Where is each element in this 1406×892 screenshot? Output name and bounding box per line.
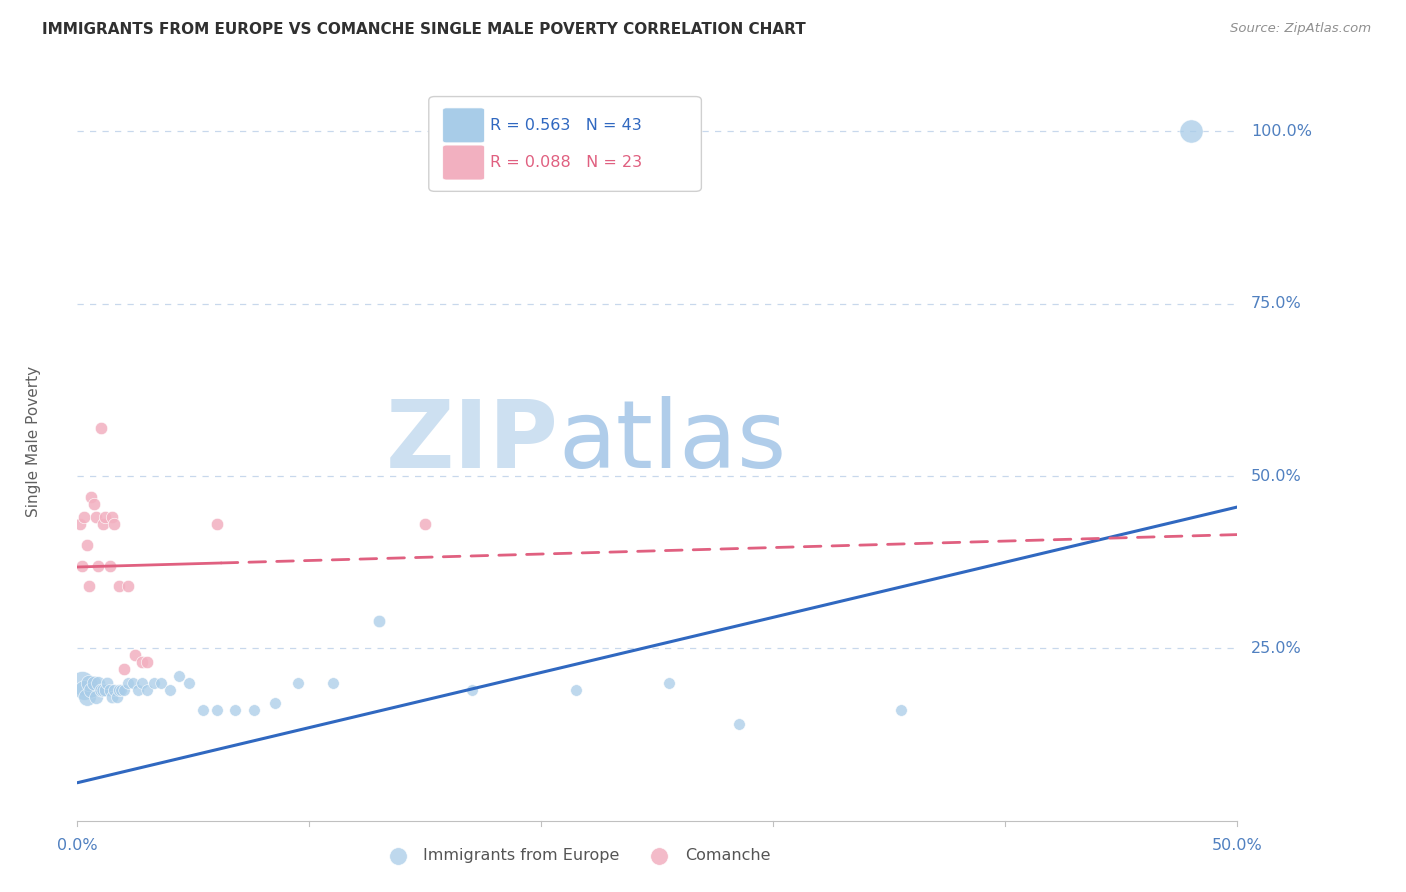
Point [90,421,111,435]
Point [142,675,165,690]
Point [122,675,145,690]
Point [135,682,157,697]
Point [91,682,114,697]
Text: Source: ZipAtlas.com: Source: ZipAtlas.com [1230,22,1371,36]
Point [112,682,135,697]
Point [112,662,135,676]
Point [117,579,139,593]
FancyBboxPatch shape [429,96,702,191]
Point [242,703,264,717]
Point [191,703,214,717]
Point [69,517,91,532]
Text: 0.0%: 0.0% [58,838,97,853]
Point [1180,124,1202,138]
Point [84,690,107,704]
Point [103,517,125,532]
Text: R = 0.088   N = 23: R = 0.088 N = 23 [491,155,643,170]
Point [76,538,98,552]
Point [368,614,391,628]
Point [131,675,153,690]
Text: 25.0%: 25.0% [1251,640,1302,656]
Point [263,697,285,711]
Text: 100.0%: 100.0% [1251,124,1312,139]
Point [101,510,124,524]
Text: atlas: atlas [558,395,787,488]
Point [565,682,588,697]
Point [105,690,128,704]
Point [98,682,121,697]
Point [224,703,246,717]
Legend: Immigrants from Europe, Comanche: Immigrants from Europe, Comanche [375,842,778,870]
Point [110,682,132,697]
Point [117,675,139,690]
Point [73,510,96,524]
Point [124,648,146,663]
Point [658,675,681,690]
Point [76,690,98,704]
Point [84,510,107,524]
Point [90,682,111,697]
Point [205,703,228,717]
Point [87,558,110,573]
Point [70,675,93,690]
Point [77,675,100,690]
Point [83,675,105,690]
Point [77,579,100,593]
Point [169,669,191,683]
Point [70,558,93,573]
Point [94,510,117,524]
Point [101,690,124,704]
Point [205,517,228,532]
FancyBboxPatch shape [443,145,485,180]
Point [80,490,103,504]
Point [135,655,157,669]
Point [94,682,117,697]
Point [461,682,484,697]
Text: Single Male Poverty: Single Male Poverty [25,366,41,517]
Text: IMMIGRANTS FROM EUROPE VS COMANCHE SINGLE MALE POVERTY CORRELATION CHART: IMMIGRANTS FROM EUROPE VS COMANCHE SINGL… [42,22,806,37]
FancyBboxPatch shape [443,108,485,143]
Text: ZIP: ZIP [385,395,558,488]
Point [98,558,121,573]
Point [177,675,200,690]
Text: 50.0%: 50.0% [1251,468,1302,483]
Point [108,682,131,697]
Point [287,675,309,690]
Point [103,682,125,697]
Point [321,675,344,690]
Point [91,517,114,532]
Text: 75.0%: 75.0% [1251,296,1302,311]
Text: R = 0.563   N = 43: R = 0.563 N = 43 [491,118,643,133]
Point [413,517,436,532]
Point [131,655,153,669]
Point [890,703,912,717]
Point [87,675,110,690]
Text: 50.0%: 50.0% [1212,838,1263,853]
Point [127,682,149,697]
Point [80,682,103,697]
Point [149,675,172,690]
Point [83,497,105,511]
Point [727,717,749,731]
Point [108,579,131,593]
Point [96,675,118,690]
Point [73,682,96,697]
Point [159,682,181,697]
